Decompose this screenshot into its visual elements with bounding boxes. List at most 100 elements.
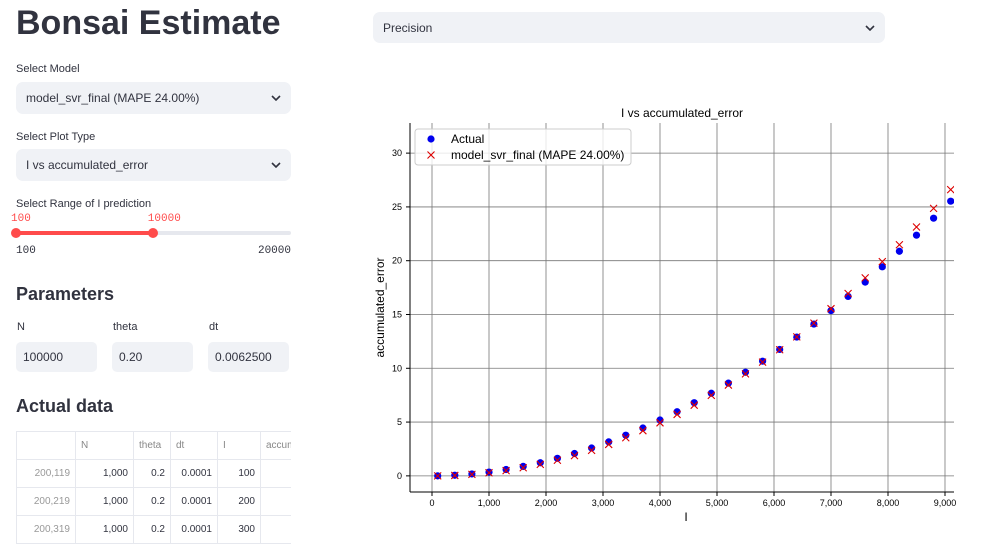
point (570, 451, 579, 460)
point (536, 459, 544, 467)
point (639, 424, 647, 432)
point (707, 389, 715, 397)
point (673, 410, 681, 419)
point (621, 433, 630, 442)
column-header: accumulated_error (260, 431, 291, 460)
row-index: 200,119 (16, 459, 76, 488)
chevron (865, 24, 875, 31)
point (827, 304, 835, 313)
row-index: 200,219 (16, 487, 76, 516)
index-header (16, 431, 76, 460)
point (946, 185, 954, 194)
x-tick-label: 1,000 (478, 498, 501, 508)
point (553, 454, 561, 462)
plot-area (433, 185, 954, 480)
table-row: 200,219 1,000 0.2 0.0001 200 (16, 487, 291, 516)
legend-label: Actual (451, 132, 484, 146)
select-value: Precision (383, 20, 433, 35)
section-title: Actual data (16, 396, 114, 416)
point (947, 197, 954, 205)
point (810, 320, 818, 328)
chevron (271, 95, 281, 101)
slider-fill (16, 231, 153, 235)
point (570, 449, 579, 458)
slider-min: 100 (16, 245, 36, 257)
y-tick-label: 20 (392, 256, 402, 266)
point (861, 278, 869, 286)
point (912, 231, 921, 239)
point (895, 240, 904, 249)
cell: 0.0001 (170, 459, 218, 488)
slider-label: Select Range of I prediction (16, 198, 152, 210)
plot-select[interactable]: I vs accumulated_error (16, 149, 291, 181)
view-select[interactable]: Precision (373, 12, 885, 43)
model-select[interactable]: model_svr_final (MAPE 24.00%) (16, 82, 291, 114)
point (502, 466, 510, 475)
point (929, 214, 938, 222)
table-row: 200,319 1,000 0.2 0.0001 300 (16, 515, 291, 544)
point (724, 381, 733, 389)
y-axis-label: accumulated_error (373, 257, 387, 357)
text-input[interactable]: 100000 (16, 342, 97, 372)
section-title: Parameters (16, 284, 115, 304)
range-slider[interactable]: 100 10000 100 20000 (0, 210, 300, 260)
text-input[interactable]: 0.0062500 (208, 342, 289, 372)
point (741, 368, 750, 376)
select-value: model_svr_final (MAPE 24.00%) (26, 91, 200, 105)
field-label: N (17, 321, 25, 333)
x-tick-label: 0 (429, 498, 434, 508)
slider-value: 10000 (147, 213, 181, 225)
slider-handle[interactable] (147, 228, 158, 238)
point (485, 468, 493, 477)
cell: 1,000 (75, 459, 134, 488)
point (895, 247, 903, 255)
page-title: Bonsai Estimate (16, 4, 281, 42)
cell (260, 487, 291, 516)
point (468, 470, 476, 479)
point (519, 462, 527, 470)
point (587, 444, 596, 452)
y-tick-label: 25 (392, 202, 402, 212)
table-row: 200,119 1,000 0.2 0.0001 100 (16, 459, 291, 488)
point (707, 391, 716, 400)
field-label: dt (209, 321, 219, 333)
x-tick-label: 3,000 (592, 498, 615, 508)
point (673, 408, 681, 416)
point (827, 307, 835, 315)
point (792, 332, 801, 341)
point (810, 319, 818, 327)
point (604, 440, 613, 449)
slider-max: 20000 (257, 245, 291, 257)
point (639, 426, 647, 435)
point (656, 416, 664, 424)
cell: 1,000 (75, 515, 134, 544)
select-label: Select Model (16, 63, 80, 75)
cell: 300 (217, 515, 261, 544)
cell: 0.0001 (170, 515, 218, 544)
point (605, 438, 613, 446)
cell (260, 459, 291, 488)
column-header: dt (170, 431, 218, 460)
text-input[interactable]: 0.20 (112, 342, 193, 372)
point (912, 223, 921, 231)
slider-handle[interactable] (11, 228, 21, 238)
cell: 0.0001 (170, 487, 218, 516)
point (433, 471, 442, 480)
point (690, 399, 698, 407)
header-row: NthetadtIaccumulated_error (16, 431, 291, 460)
x-tick-label: 2,000 (535, 498, 558, 508)
cell: 0.2 (133, 487, 171, 516)
cell: 0.2 (133, 515, 171, 544)
x-tick-label: 5,000 (706, 498, 729, 508)
legend-label: model_svr_final (MAPE 24.00%) (451, 148, 624, 162)
select-value: I vs accumulated_error (26, 158, 149, 172)
point (929, 204, 938, 213)
field-label: theta (113, 321, 138, 333)
y-tick-label: 15 (392, 309, 402, 319)
slider-value: 100 (11, 213, 31, 225)
x-tick-label: 8,000 (877, 498, 900, 508)
legend-marker (427, 135, 435, 143)
y-tick-label: 30 (392, 148, 402, 158)
y-tick-label: 0 (397, 471, 402, 481)
point (519, 463, 528, 472)
